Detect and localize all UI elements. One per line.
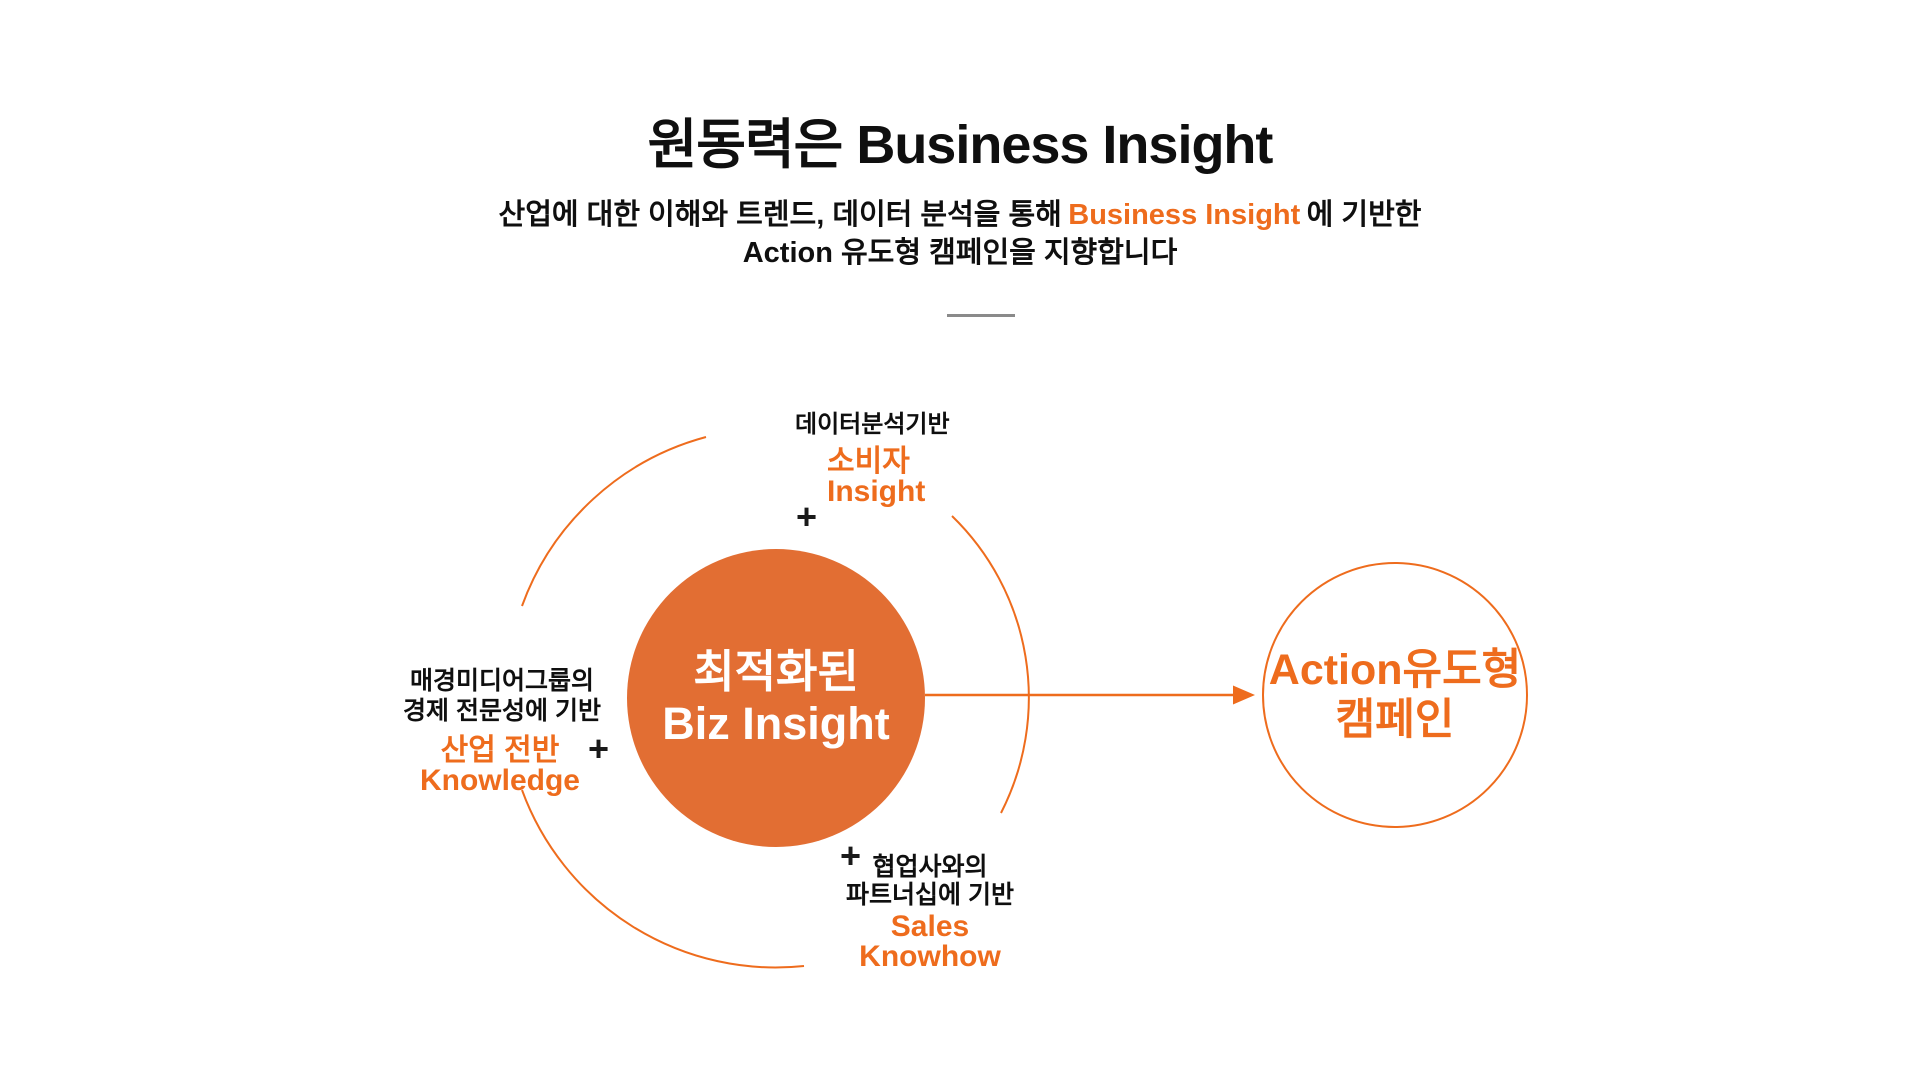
- subtitle-line2: Action 유도형 캠페인을 지향합니다: [742, 237, 1178, 269]
- outer-arc-right: [951, 515, 1030, 814]
- factor-sales-desc-line1: 협업사와의: [872, 853, 988, 881]
- factor-sales-highlight: Sales Knowhow: [790, 912, 1070, 972]
- biz-insight-line1: 최적화된: [693, 646, 859, 697]
- factor-consumer-desc: 데이터분석기반: [795, 411, 950, 438]
- action-campaign-line2: 캠페인: [1335, 696, 1455, 744]
- factor-consumer-highlight-line1: 소비자: [827, 445, 910, 478]
- factor-sales-highlight-line2: Knowhow: [859, 940, 1001, 973]
- flow-arrow-head: [1233, 685, 1255, 705]
- factor-industry-highlight: 산업 전반 Knowledge: [380, 736, 620, 796]
- biz-insight-line2: Biz Insight: [662, 698, 890, 749]
- action-campaign-circle: Action유도형 캠페인: [1262, 562, 1528, 828]
- factor-consumer-highlight: 소비자 Insight: [827, 447, 925, 507]
- factor-industry-highlight-line2: Knowledge: [419, 764, 580, 797]
- subtitle: 산업에 대한 이해와 트렌드, 데이터 분석을 통해 Business Insig…: [0, 196, 1920, 272]
- factor-industry-desc: 매경미디어그룹의 경제 전문성에 기반: [382, 666, 622, 726]
- divider-line: [947, 314, 1015, 317]
- plus-icon: +: [588, 728, 610, 769]
- factor-sales-desc-line2: 파트너십에 기반: [846, 881, 1014, 909]
- outer-arc-top-left: [521, 436, 707, 607]
- factor-industry-highlight-line1: 산업 전반: [440, 734, 560, 767]
- factor-sales-desc: 협업사와의 파트너십에 기반: [790, 853, 1070, 909]
- flow-arrow-icon: [925, 685, 1255, 705]
- subtitle-line1-pre: 산업에 대한 이해와 트렌드, 데이터 분석을 통해: [498, 199, 1062, 231]
- outer-arc-bottom-left: [521, 789, 805, 969]
- factor-industry-desc-line1: 매경미디어그룹의: [409, 667, 594, 695]
- action-campaign-line1: Action유도형: [1268, 646, 1522, 694]
- factor-sales-highlight-line1: Sales: [890, 910, 970, 943]
- subtitle-highlight: Business Insight: [1068, 199, 1301, 231]
- plus-icon: +: [840, 835, 862, 876]
- connector-lines: [521, 436, 1255, 969]
- factor-consumer-highlight-line2: Insight: [827, 475, 926, 508]
- plus-icon: +: [796, 496, 818, 537]
- biz-insight-circle: 최적화된 Biz Insight: [627, 549, 925, 847]
- factor-industry-desc-line2: 경제 전문성에 기반: [403, 697, 601, 725]
- subtitle-line1-post: 에 기반한: [1306, 199, 1422, 231]
- page-title: 원동력은 Business Insight: [647, 115, 1274, 175]
